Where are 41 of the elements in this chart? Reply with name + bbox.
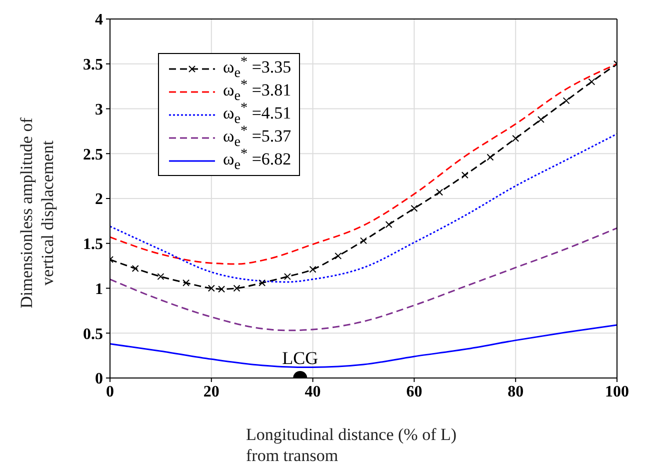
x-tick-label: 100 [605,383,629,400]
y-tick-label: 0.5 [83,326,103,343]
point [284,273,291,280]
y-tick-label: 2 [95,191,103,208]
y-tick-label: 1.5 [83,236,103,254]
point [461,172,468,179]
point [233,284,240,292]
point [562,97,570,104]
x-tick-label: 20 [203,383,220,400]
point [588,78,596,86]
point [182,279,190,286]
y-tick-label: 0 [95,370,103,388]
y-tick-label: 2.5 [83,146,103,164]
y-tick-label: 4 [95,12,103,29]
point [410,204,418,212]
point [334,252,342,260]
x-axis-title: Longitudinal distance (% of L) from transom [246,425,457,465]
x-tick-label: 60 [406,383,422,400]
line-series [110,324,617,368]
point [385,221,392,228]
point [537,116,544,124]
x-tick-label: 0 [106,383,114,400]
y-tick-label: 1 [95,280,103,298]
y-tick-label: 3.5 [83,56,103,74]
point [486,154,494,161]
point [436,188,444,196]
line-series [110,227,617,332]
y-tick-label: 3 [95,101,103,118]
point [157,273,164,280]
point [309,266,316,273]
point [512,134,520,142]
x-tick-label: 40 [304,383,321,400]
point [132,265,139,272]
legend-label: ω$_{e}$$^{*}$ =6.82 [223,146,292,175]
annotation: LCG [282,348,318,368]
x-tick-label: 80 [508,383,524,400]
y-axis-title: Dimensionless amplitude of vertical displacement [17,117,57,308]
point [208,284,215,292]
point [360,237,367,244]
point [218,286,226,293]
point [258,279,266,286]
